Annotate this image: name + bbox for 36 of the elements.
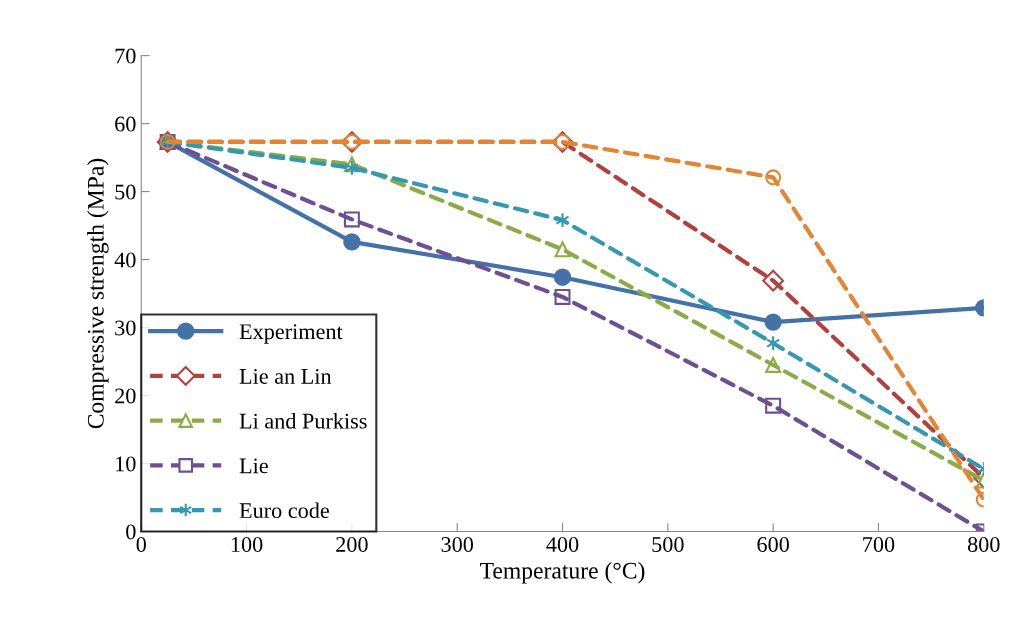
point xyxy=(765,169,782,186)
y-tick-label: 30 xyxy=(115,320,136,336)
x-tick-label: 700 xyxy=(863,536,895,552)
point xyxy=(762,269,785,292)
x-tick-label: 0 xyxy=(136,536,146,552)
point xyxy=(765,356,782,373)
y-tick-label: 60 xyxy=(115,116,136,132)
x-tick-label: 100 xyxy=(231,536,263,552)
x-tick-label: 800 xyxy=(967,536,1000,552)
legend-label: Euro code xyxy=(239,502,329,519)
y-tick-label: 20 xyxy=(115,388,136,404)
point xyxy=(766,335,781,352)
x-tick-label: 500 xyxy=(652,536,684,552)
x-tick-label: 200 xyxy=(336,536,368,552)
x-tick-label: 400 xyxy=(546,536,579,552)
legend-label: Lie an Lin xyxy=(239,368,332,384)
x-axis-title: Temperature (°C) xyxy=(480,562,645,584)
point xyxy=(343,211,360,228)
y-tick-label: 50 xyxy=(115,184,136,200)
point xyxy=(555,212,570,229)
point xyxy=(765,397,782,414)
x-tick-label: 300 xyxy=(441,536,474,552)
y-axis-title: Compressive strength (MPa) xyxy=(87,158,109,429)
y-tick-label: 40 xyxy=(114,252,136,268)
x-tick-label: 600 xyxy=(757,536,789,552)
legend-label: Experiment xyxy=(239,324,343,344)
point xyxy=(554,241,571,258)
point xyxy=(554,288,571,305)
y-tick-label: 0 xyxy=(126,524,136,540)
legend-label: Li and Purkiss xyxy=(239,412,367,429)
point xyxy=(764,313,782,331)
y-tick-label: 10 xyxy=(116,456,136,472)
legend-label: Lie xyxy=(239,458,268,474)
point xyxy=(553,268,572,286)
y-tick-label: 70 xyxy=(115,48,136,64)
point xyxy=(343,233,361,251)
